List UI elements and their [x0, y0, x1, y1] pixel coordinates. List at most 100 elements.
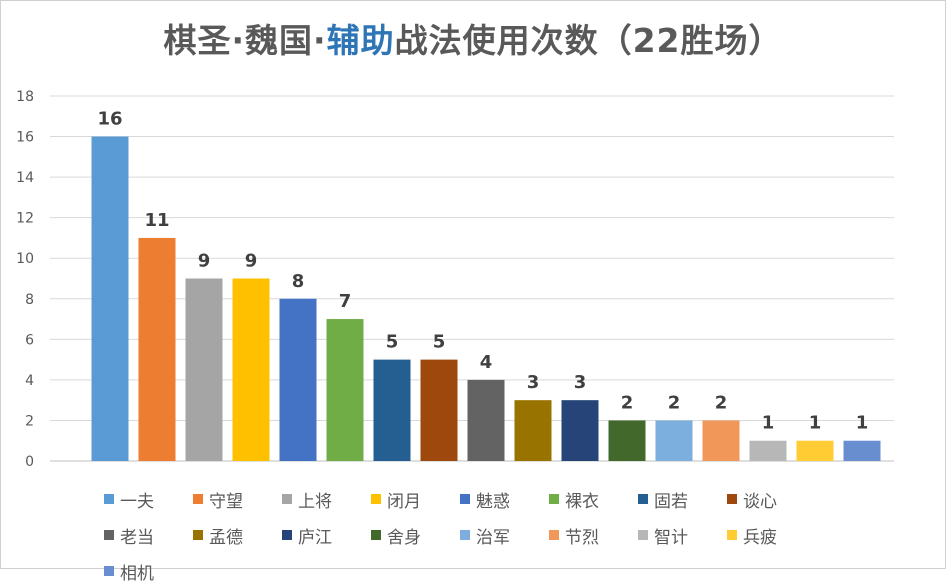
y-tick-label: 4 [25, 373, 34, 389]
legend-label: 智计 [654, 527, 688, 548]
bar [702, 420, 740, 461]
legend-entry: 一夫 [104, 488, 193, 512]
title-highlight: 辅助 [326, 21, 395, 60]
legend-label: 孟德 [209, 527, 243, 548]
legend-swatch [282, 494, 292, 504]
title-part-2: 战法使用次数（22胜场） [394, 21, 783, 60]
bar [796, 440, 834, 461]
legend-label: 节烈 [565, 527, 599, 548]
legend-entry: 庐江 [282, 524, 371, 548]
legend-entry: 裸衣 [549, 488, 638, 512]
y-tick-label: 0 [25, 454, 34, 470]
legend-label: 守望 [209, 491, 243, 512]
data-label: 1 [809, 413, 822, 434]
bar [467, 379, 505, 461]
legend-entry: 治军 [460, 524, 549, 548]
bar [373, 359, 411, 461]
legend-label: 老当 [120, 527, 154, 548]
legend-label: 治军 [476, 527, 510, 548]
legend-swatch [104, 566, 114, 576]
chart-legend: 一夫 守望 上将 闭月 魅惑 裸衣 固若 谈心老当 孟德 庐江 舍身 治军 节烈 智计 兵疲相机 [104, 488, 904, 584]
legend-swatch [727, 530, 737, 540]
bar [514, 400, 552, 461]
legend-entry: 谈心 [727, 488, 816, 512]
legend-label: 谈心 [743, 491, 777, 512]
legend-label: 一夫 [120, 491, 154, 512]
bar [843, 440, 881, 461]
bar [655, 420, 693, 461]
legend-swatch [549, 494, 559, 504]
legend-swatch [282, 530, 292, 540]
bar [608, 420, 646, 461]
legend-label: 魅惑 [476, 491, 510, 512]
y-tick-label: 14 [16, 170, 34, 186]
y-tick-label: 6 [25, 332, 34, 348]
legend-entry: 守望 [193, 488, 282, 512]
data-label: 3 [574, 372, 587, 393]
data-label: 8 [292, 271, 305, 292]
legend-swatch [371, 494, 381, 504]
legend-swatch [104, 530, 114, 540]
bar [138, 237, 176, 461]
legend-entry: 魅惑 [460, 488, 549, 512]
y-tick-label: 2 [25, 413, 34, 429]
bar [326, 319, 364, 461]
data-label: 2 [715, 392, 728, 413]
legend-label: 庐江 [298, 527, 332, 548]
data-label: 4 [480, 352, 493, 373]
legend-label: 裸衣 [565, 491, 599, 512]
legend-entry: 相机 [104, 560, 193, 584]
bar [749, 440, 787, 461]
legend-label: 相机 [120, 563, 154, 584]
data-label: 11 [144, 210, 169, 231]
legend-swatch [460, 494, 470, 504]
data-label: 5 [386, 332, 399, 353]
legend-entry: 舍身 [371, 524, 460, 548]
data-label: 5 [433, 332, 446, 353]
data-label: 16 [97, 109, 122, 130]
legend-entry: 智计 [638, 524, 727, 548]
y-tick-label: 10 [16, 251, 34, 267]
data-label: 1 [856, 413, 869, 434]
legend-label: 闭月 [387, 491, 421, 512]
legend-label: 固若 [654, 491, 688, 512]
data-label: 3 [527, 372, 540, 393]
legend-swatch [193, 530, 203, 540]
legend-entry: 闭月 [371, 488, 460, 512]
legend-swatch [104, 494, 114, 504]
bar [91, 136, 129, 462]
data-label: 9 [198, 251, 211, 272]
y-tick-label: 16 [16, 130, 34, 146]
bar [561, 400, 599, 461]
data-label: 1 [762, 413, 775, 434]
y-tick-label: 18 [16, 89, 34, 105]
legend-swatch [193, 494, 203, 504]
bar [185, 278, 223, 461]
data-label: 2 [621, 392, 634, 413]
legend-swatch [460, 530, 470, 540]
legend-entry: 节烈 [549, 524, 638, 548]
bar [279, 298, 317, 461]
legend-label: 舍身 [387, 527, 421, 548]
y-tick-label: 12 [16, 211, 34, 227]
legend-swatch [638, 494, 648, 504]
legend-label: 兵疲 [743, 527, 777, 548]
data-label: 2 [668, 392, 681, 413]
bar [232, 278, 270, 461]
legend-entry: 上将 [282, 488, 371, 512]
legend-entry: 兵疲 [727, 524, 816, 548]
chart-title: 棋圣·魏国·辅助战法使用次数（22胜场） [0, 14, 946, 62]
bar [420, 359, 458, 461]
legend-swatch [727, 494, 737, 504]
data-label: 9 [245, 251, 258, 272]
legend-swatch [549, 530, 559, 540]
legend-entry: 孟德 [193, 524, 282, 548]
title-part-1: 棋圣·魏国· [163, 21, 327, 60]
legend-entry: 固若 [638, 488, 727, 512]
legend-entry: 老当 [104, 524, 193, 548]
legend-label: 上将 [298, 491, 332, 512]
legend-swatch [371, 530, 381, 540]
y-tick-label: 8 [25, 292, 34, 308]
data-label: 7 [339, 291, 352, 312]
